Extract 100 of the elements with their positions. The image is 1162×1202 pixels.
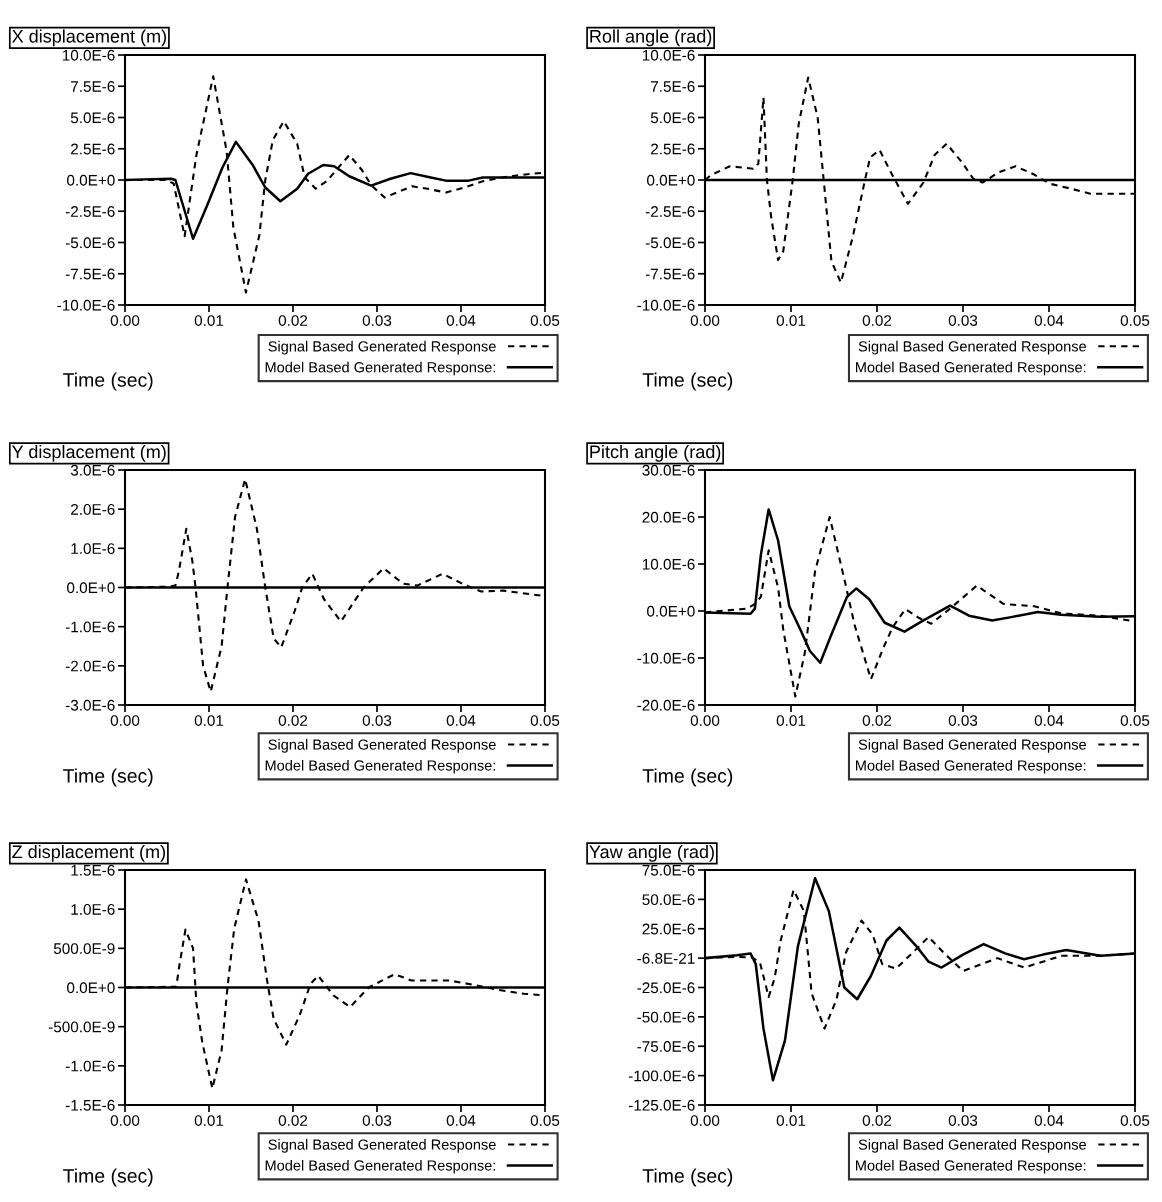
y-tick-label: 0.0E+0 [67,582,115,594]
y-tick-label: -7.5E-6 [65,268,115,280]
y-tick-label: 10.0E-6 [62,49,115,61]
x-tick-label: 0.05 [530,1115,560,1126]
y-tick-label: 0.0E+0 [67,982,115,994]
x-axis-title: Time (sec) [642,1168,733,1187]
legend-label: Model Based Generated Response: [265,759,496,774]
x-tick-label: 0.02 [862,315,892,326]
y-tick-label: -2.0E-6 [65,660,115,672]
y-tick-label: 2.5E-6 [71,143,115,155]
y-tick-label: 1.5E-6 [71,864,115,876]
x-tick-label: 0.04 [1034,715,1064,726]
y-tick-label: -75.0E-6 [637,1041,695,1052]
legend-label: Signal Based Generated Response [858,739,1087,753]
x-tick-label: 0.04 [1034,315,1064,326]
x-tick-label: 0.02 [278,315,308,326]
chart-title: Roll angle (rad) [590,29,712,47]
x-tick-label: 0.03 [362,1115,392,1126]
y-tick-label: 7.5E-6 [651,81,695,92]
x-tick-label: 0.03 [362,715,392,726]
x-tick-label: 0.03 [948,1115,978,1126]
x-tick-label: 0.05 [1120,715,1150,726]
y-tick-label: 3.0E-6 [70,464,115,476]
y-tick-label: -5.0E-6 [65,237,115,249]
chart-title: Yaw angle (rad) [589,844,714,862]
x-tick-label: 0.04 [446,315,476,326]
x-tick-label: 0.01 [194,315,224,326]
x-tick-label: 0.05 [530,315,560,326]
y-tick-label: -2.5E-6 [65,206,115,217]
x-tick-label: 0.03 [362,315,392,326]
x-tick-label: 0.02 [278,715,308,726]
x-tick-label: 0.00 [690,315,720,326]
y-tick-label: 1.0E-6 [71,543,115,555]
y-tick-label: 0.0E+0 [647,174,695,186]
y-tick-label: 500.0E-9 [53,943,115,955]
y-tick-label: 30.0E-6 [642,464,695,476]
y-tick-label: 1.0E-6 [71,904,115,915]
chart-title: Z displacement (m) [12,844,165,862]
y-tick-label: 0.0E+0 [647,605,695,617]
y-tick-label: -25.0E-6 [637,982,695,994]
x-axis-title: Time (sec) [642,768,733,787]
x-axis-title: Time (sec) [642,372,733,391]
x-tick-label: 0.00 [690,715,720,726]
legend-label: Signal Based Generated Response [268,340,496,355]
legend-label: Model Based Generated Response: [856,361,1086,376]
x-axis-title: Time (sec) [63,768,153,787]
legend-label: Model Based Generated Response: [856,759,1086,774]
y-tick-label: 75.0E-6 [642,864,695,876]
y-tick-label: 5.0E-6 [70,112,115,124]
x-tick-label: 0.02 [862,1115,892,1126]
y-tick-label: -3.0E-6 [65,699,115,711]
y-tick-label: 2.5E-6 [651,143,695,155]
x-tick-label: 0.04 [446,1115,476,1126]
y-tick-label: 5.0E-6 [650,112,695,124]
y-tick-label: 0.0E+0 [67,174,115,186]
x-tick-label: 0.04 [1034,1115,1064,1126]
y-tick-label: -125.0E-6 [628,1099,695,1111]
legend-label: Model Based Generated Response: [265,1159,496,1174]
legend-label: Signal Based Generated Response [858,340,1087,355]
y-tick-label: -10.0E-6 [57,299,115,311]
x-tick-label: 0.04 [446,715,476,726]
x-tick-label: 0.01 [194,715,224,726]
chart-title: Pitch angle (rad) [590,444,721,462]
y-tick-label: -100.0E-6 [628,1070,695,1082]
y-tick-label: -50.0E-6 [637,1011,695,1023]
x-tick-label: 0.05 [1120,1115,1150,1126]
x-tick-label: 0.01 [776,715,806,726]
x-tick-label: 0.00 [110,1115,140,1126]
y-tick-label: 20.0E-6 [642,511,695,523]
x-axis-title: Time (sec) [63,372,153,391]
y-tick-label: 10.0E-6 [642,49,695,61]
y-tick-label: -7.5E-6 [645,268,695,280]
chart-title: Y displacement (m) [12,444,166,462]
legend-label: Model Based Generated Response: [265,361,496,376]
y-tick-label: -10.0E-6 [637,652,695,664]
chart-title: X displacement (m) [12,29,167,47]
x-tick-label: 0.01 [776,1115,806,1126]
x-tick-label: 0.00 [690,1115,720,1126]
y-tick-label: -1.5E-6 [65,1099,115,1111]
x-axis-title: Time (sec) [63,1168,153,1187]
x-tick-label: 0.00 [110,315,140,326]
y-tick-label: 25.0E-6 [642,923,695,935]
y-tick-label: 10.0E-6 [642,558,695,570]
x-tick-label: 0.01 [194,1115,224,1126]
y-tick-label: -10.0E-6 [637,299,695,311]
x-tick-label: 0.01 [776,315,806,326]
legend-label: Signal Based Generated Response [858,1139,1087,1153]
x-tick-label: 0.03 [948,715,978,726]
y-tick-label: -5.0E-6 [645,237,695,249]
y-tick-label: 2.0E-6 [71,504,115,515]
legend-label: Model Based Generated Response: [856,1159,1086,1174]
y-tick-label: -6.8E-21 [637,952,695,964]
y-tick-label: -500.0E-9 [48,1021,115,1033]
y-tick-label: -1.0E-6 [65,621,115,633]
legend-label: Signal Based Generated Response [268,1139,496,1153]
x-tick-label: 0.00 [110,715,140,726]
y-tick-label: -1.0E-6 [65,1060,115,1072]
x-tick-label: 0.02 [278,1115,308,1126]
y-tick-label: -20.0E-6 [637,699,695,711]
x-tick-label: 0.02 [862,715,892,726]
